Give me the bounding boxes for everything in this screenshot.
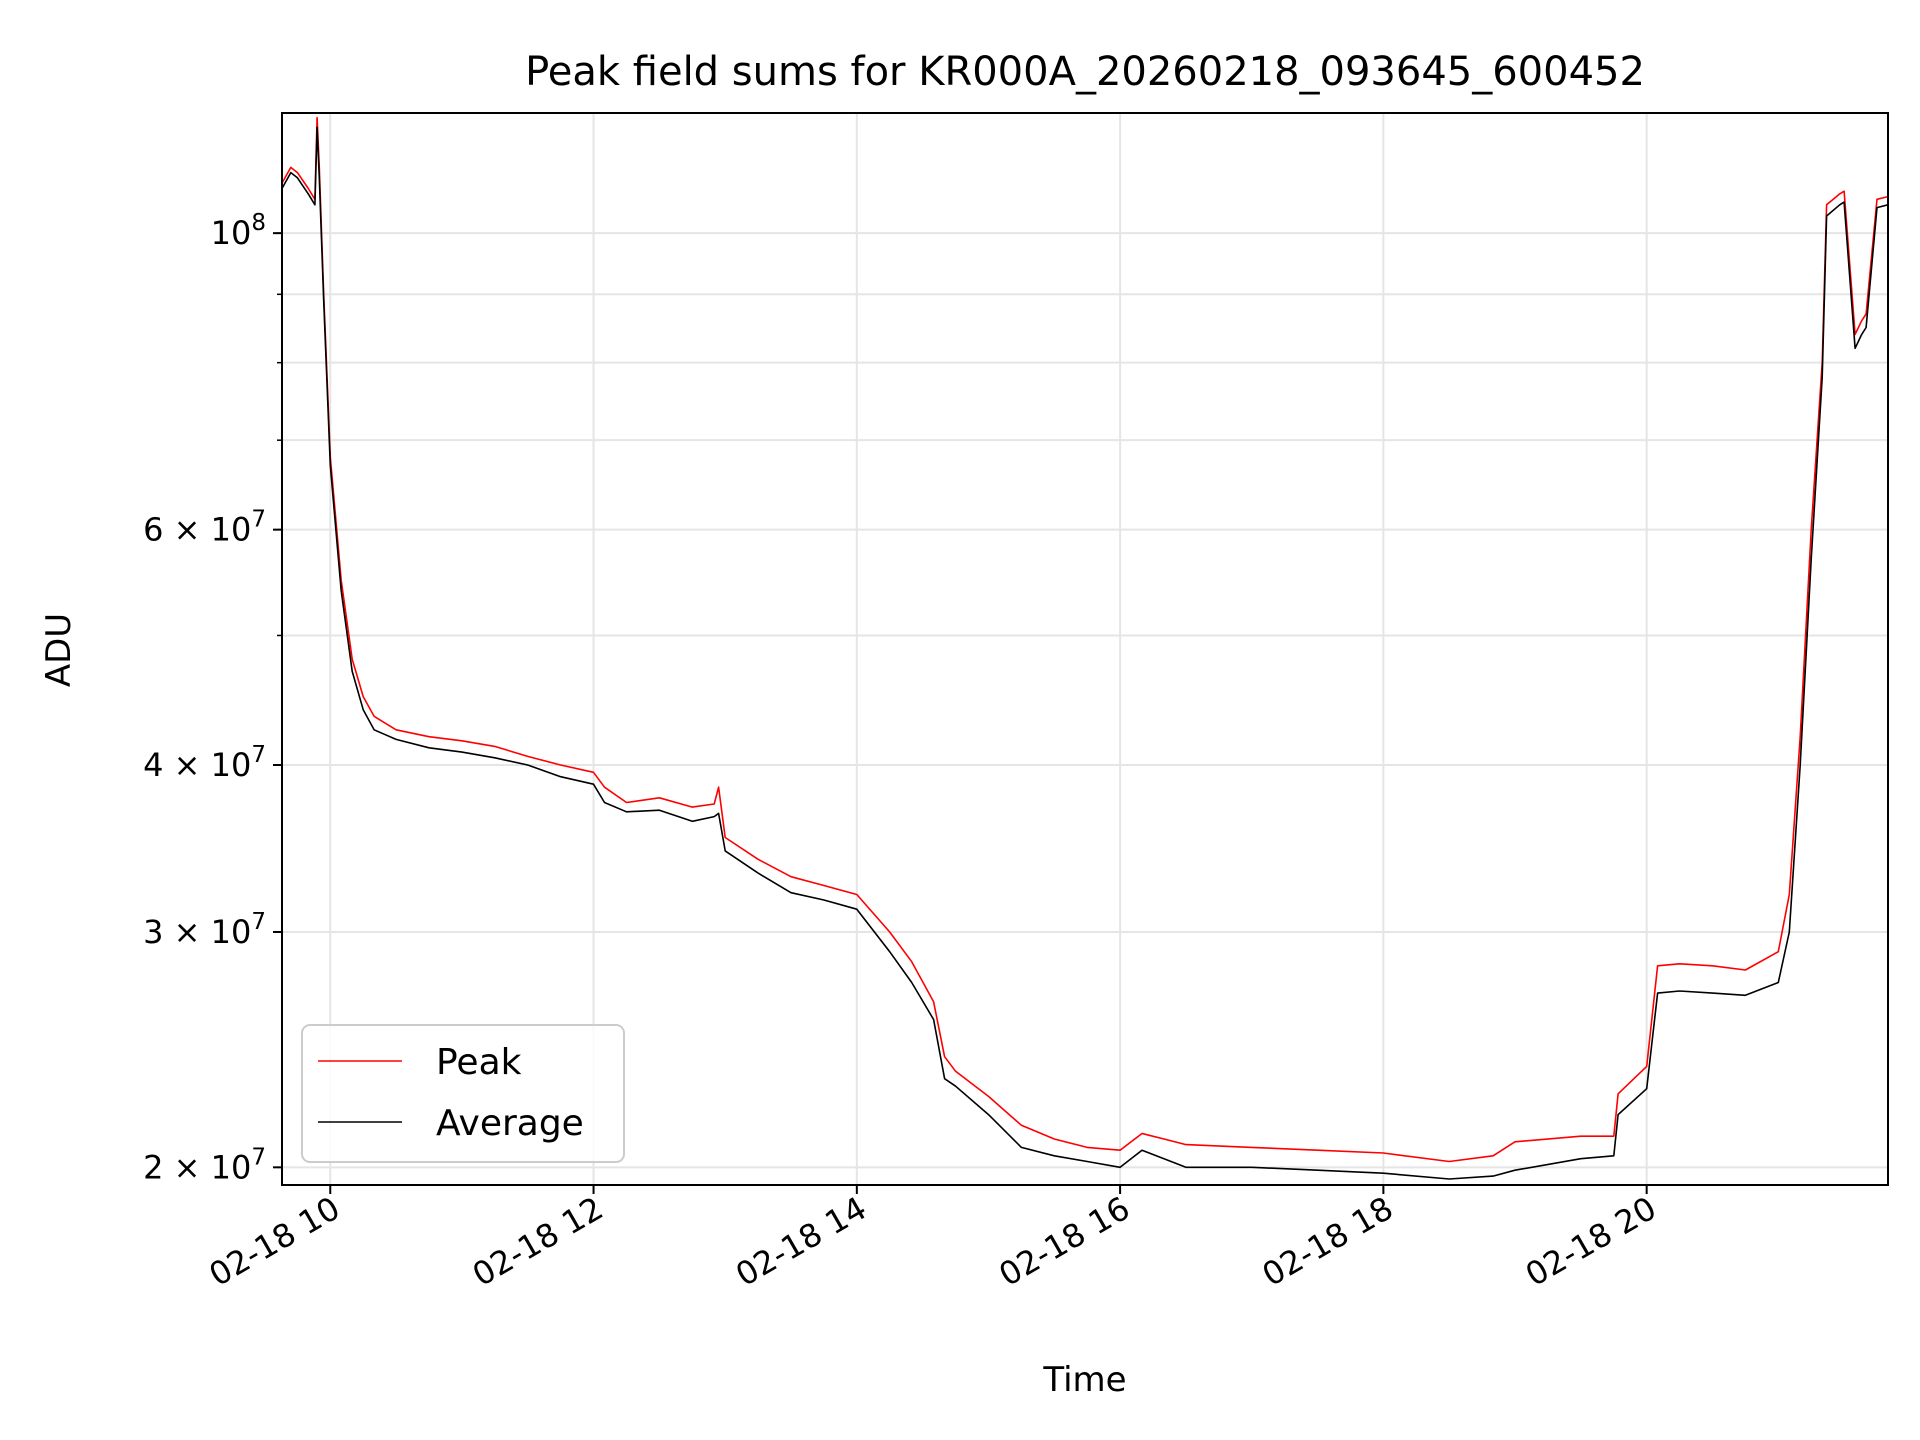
x-axis-label: Time: [1042, 1360, 1126, 1400]
series-group: [282, 116, 1888, 1180]
y-tick-label: 3 × 107: [143, 909, 266, 951]
y-tick-label: 6 × 107: [143, 507, 266, 549]
legend: Peak Average: [301, 1024, 625, 1163]
y-axis: 2 × 107 3 × 107 4 × 107 6 × 107 108: [143, 210, 282, 1186]
legend-label-average: Average: [436, 1103, 584, 1144]
chart-title: Peak field sums for KR000A_20260218_0936…: [525, 49, 1645, 95]
series-line-average: [282, 126, 1888, 1180]
y-tick-label: 4 × 107: [143, 742, 266, 784]
plot-frame: [281, 112, 1889, 1186]
legend-box: [301, 1024, 625, 1163]
grid: [282, 113, 1888, 1185]
legend-label-peak: Peak: [436, 1042, 522, 1083]
series-line-peak: [282, 116, 1888, 1163]
y-tick-label: 108: [211, 210, 266, 252]
y-axis-label: ADU: [39, 613, 79, 687]
y-tick-label: 2 × 107: [143, 1144, 266, 1186]
